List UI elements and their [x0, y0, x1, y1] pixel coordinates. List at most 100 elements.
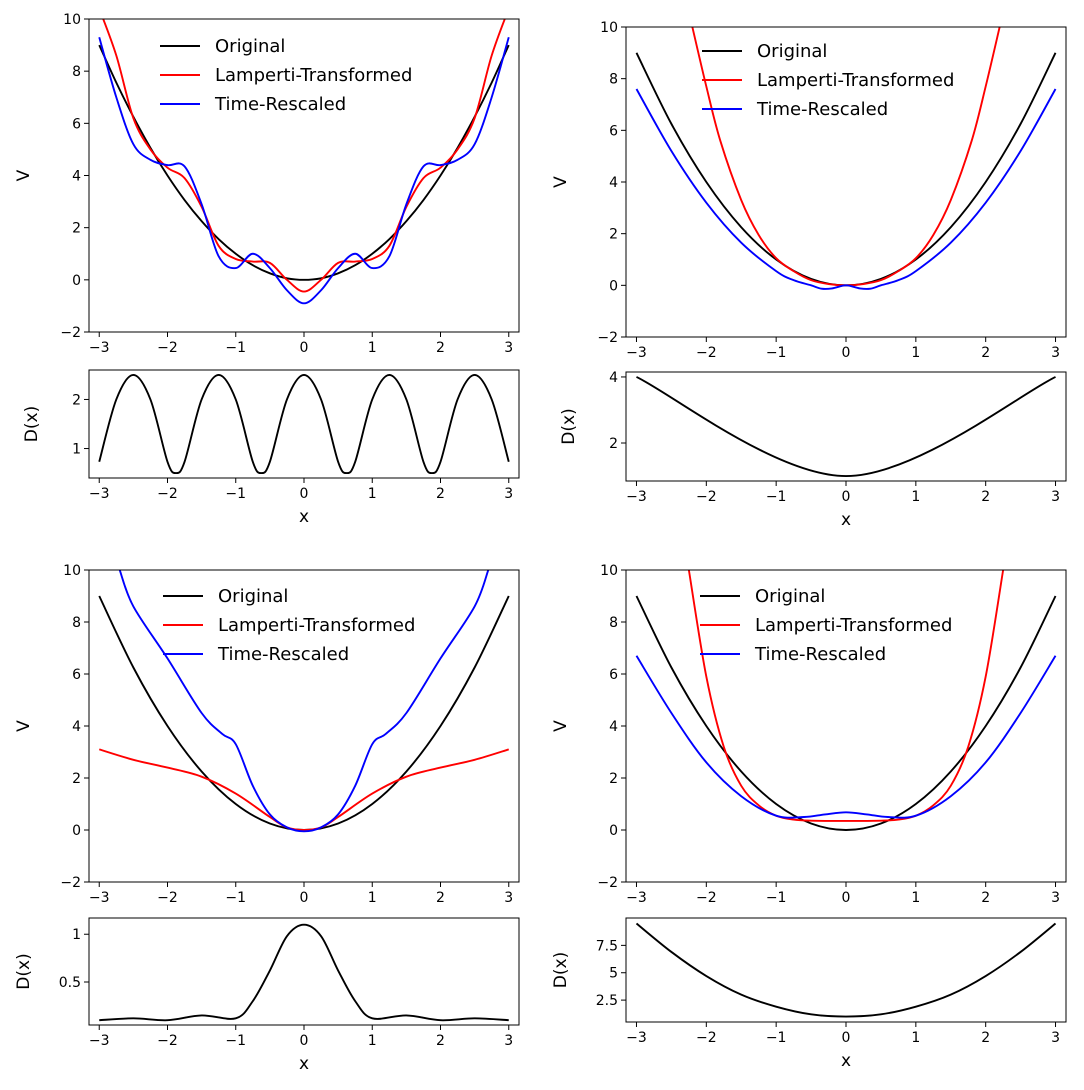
y-tick-label: 0 [72, 273, 81, 289]
x-tick-label: 1 [911, 489, 920, 505]
y-tick-label: 2 [72, 771, 81, 787]
x-tick-label: −3 [89, 890, 110, 906]
y-tick-label: −2 [597, 330, 618, 346]
x-axis-label: x [841, 510, 851, 530]
panel-1-main-axes: −3 −2 −1 0 1 2 3 −2 0 2 4 6 8 10 V Original Lamperti-Tra… [551, 20, 1067, 361]
x-tick-label: 0 [300, 1033, 309, 1049]
y-tick-label: 8 [609, 615, 618, 631]
y-tick-label: −2 [60, 325, 81, 341]
y-tick-label: 0 [609, 278, 618, 294]
x-tick-label: 0 [300, 486, 309, 502]
x-tick-label: 2 [436, 486, 445, 502]
y-tick-label: 10 [600, 20, 618, 36]
panel-0-legend: Original Lamperti-Transformed Time-Rescale… [160, 36, 412, 115]
y-axis-label: D(x) [14, 953, 34, 989]
x-tick-label: 2 [981, 890, 990, 906]
x-tick-label: 3 [504, 1033, 513, 1049]
legend-label: Original [755, 586, 825, 607]
x-axis-label: x [299, 1054, 309, 1074]
x-tick-label: 1 [368, 340, 377, 356]
panel-1-sub-frame [625, 371, 1067, 482]
panel-0-main-series-original [98, 44, 510, 281]
x-tick-label: 2 [436, 340, 445, 356]
y-tick-label: 6 [72, 667, 81, 683]
y-tick-label: 7.5 [596, 938, 618, 954]
x-axis-label: x [841, 1051, 851, 1071]
x-tick-label: −1 [766, 890, 787, 906]
x-tick-label: 3 [1051, 489, 1060, 505]
panel-3-legend: Original Lamperti-Transformed Time-Rescale… [700, 586, 952, 665]
x-tick-label: −2 [157, 486, 178, 502]
panel-0-main-axes: −3 −2 −1 0 1 2 3 −2 0 2 4 6 8 10 V Original Lamperti-Tra… [14, 12, 520, 356]
x-tick-label: −2 [696, 890, 717, 906]
panel-0-sub-frame [88, 369, 520, 479]
x-tick-label: −3 [89, 340, 110, 356]
y-tick-label: 4 [609, 175, 618, 191]
y-tick-label: 4 [72, 719, 81, 735]
x-axis-label: x [299, 507, 309, 527]
panel-3-main-series-time-rescaled [635, 655, 1057, 819]
y-tick-label: 0.5 [59, 975, 81, 991]
x-tick-label: −2 [696, 1030, 717, 1046]
panel-2-sub-series-d-x- [99, 923, 509, 1022]
x-tick-label: −1 [225, 890, 246, 906]
x-tick-label: 1 [368, 1033, 377, 1049]
legend-label: Lamperti-Transformed [757, 70, 954, 91]
y-tick-label: 8 [72, 615, 81, 631]
legend-label: Original [218, 586, 288, 607]
x-tick-label: 0 [300, 340, 309, 356]
x-tick-label: 2 [981, 345, 990, 361]
y-tick-label: 4 [609, 719, 618, 735]
y-tick-label: 2 [72, 221, 81, 237]
x-tick-label: 3 [1051, 1030, 1060, 1046]
x-tick-label: 1 [368, 890, 377, 906]
legend-label: Time-Rescaled [754, 644, 886, 665]
y-tick-label: 10 [63, 563, 81, 579]
panel-2-main-axes: −3 −2 −1 0 1 2 3 −2 0 2 4 6 8 10 V Original Lamperti-Tra… [14, 563, 520, 906]
legend-label: Time-Rescaled [756, 99, 888, 120]
y-tick-label: 6 [72, 116, 81, 132]
x-tick-label: 3 [1051, 345, 1060, 361]
y-tick-label: 2 [609, 771, 618, 787]
y-axis-label: V [551, 176, 571, 188]
x-tick-label: 2 [436, 1033, 445, 1049]
x-tick-label: −1 [766, 345, 787, 361]
y-tick-label: 0 [609, 823, 618, 839]
x-tick-label: −1 [225, 1033, 246, 1049]
x-tick-label: 0 [842, 489, 851, 505]
x-tick-label: −1 [225, 340, 246, 356]
panel-3-sub-series-d-x- [635, 922, 1057, 1018]
y-tick-label: 5 [609, 966, 618, 982]
x-tick-label: 0 [842, 1030, 851, 1046]
y-tick-label: −2 [597, 875, 618, 891]
x-tick-label: −1 [225, 486, 246, 502]
x-tick-label: 0 [842, 345, 851, 361]
x-tick-label: 2 [436, 890, 445, 906]
panel-1-main-series-lamperti-transformed [691, 27, 1001, 287]
panel-3-main-series-lamperti-transformed [687, 570, 1005, 822]
legend-label: Lamperti-Transformed [218, 615, 415, 636]
x-tick-label: −2 [157, 340, 178, 356]
x-tick-label: −2 [157, 1033, 178, 1049]
panel-3-sub-frame [625, 917, 1067, 1023]
panel-2-sub-frame [88, 917, 520, 1026]
y-axis-label: D(x) [559, 408, 579, 444]
y-tick-label: 1 [72, 927, 81, 943]
x-tick-label: −3 [626, 1030, 647, 1046]
x-tick-label: 3 [504, 340, 513, 356]
panel-0-main-series-lamperti-transformed [102, 19, 506, 293]
y-tick-label: 10 [63, 12, 81, 28]
panel-3-main-axes: −3 −2 −1 0 1 2 3 −2 0 2 4 6 8 10 V Original Lamperti-Tra… [551, 563, 1067, 906]
x-tick-label: 1 [368, 486, 377, 502]
y-axis-label: D(x) [551, 952, 571, 988]
legend-label: Time-Rescaled [217, 644, 349, 665]
x-tick-label: −1 [766, 489, 787, 505]
legend-label: Original [215, 36, 285, 57]
panel-3-main-series-original [635, 595, 1057, 831]
y-axis-label: V [551, 720, 571, 732]
y-tick-label: 10 [600, 563, 618, 579]
x-tick-label: −1 [766, 1030, 787, 1046]
y-tick-label: 2 [609, 436, 618, 452]
panel-2-main-series-lamperti-transformed [98, 748, 510, 831]
x-tick-label: −2 [157, 890, 178, 906]
